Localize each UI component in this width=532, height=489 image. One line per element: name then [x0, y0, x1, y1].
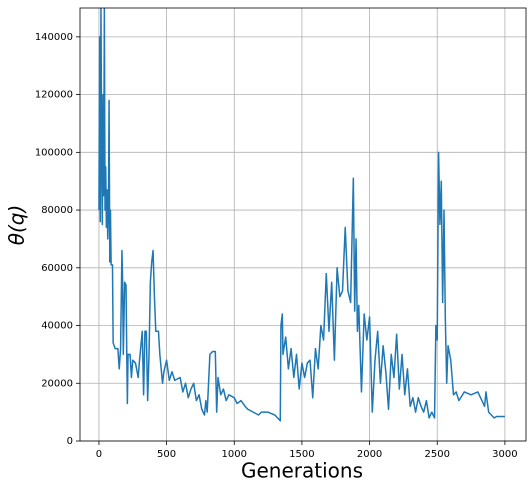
y-axis-label: θ(q) [5, 205, 29, 246]
x-tick-label: 2500 [425, 449, 450, 460]
data-line [98, 8, 505, 422]
plot-frame [79, 7, 527, 442]
x-tick-label: 1000 [222, 449, 247, 460]
y-tick-label: 80000 [41, 205, 73, 216]
y-tick-label: 40000 [41, 321, 73, 332]
y-tick-label: 0 [67, 436, 73, 447]
x-axis-label: Generations [241, 459, 363, 483]
x-tick-label: 2000 [357, 449, 382, 460]
y-tick-label: 120000 [35, 90, 73, 101]
x-tick-label: 0 [96, 449, 102, 460]
y-tick-label: 100000 [35, 147, 73, 158]
x-tick-label: 500 [157, 449, 176, 460]
y-tick-label: 60000 [41, 263, 73, 274]
x-tick-label: 3000 [492, 449, 517, 460]
x-tick-label: 1500 [289, 449, 314, 460]
y-tick-label: 20000 [41, 378, 73, 389]
y-tick-label: 140000 [35, 32, 73, 43]
